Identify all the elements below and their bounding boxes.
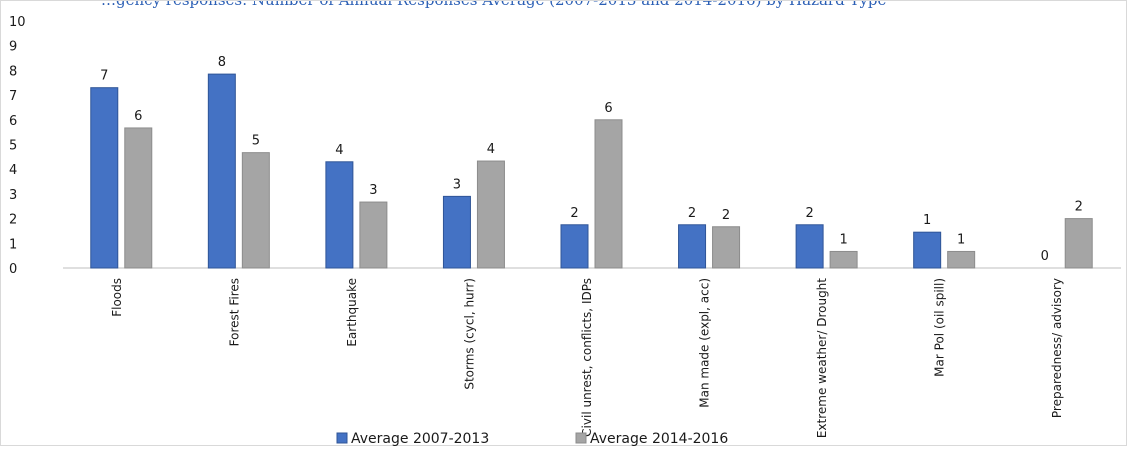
data-label: 0 [1041,249,1049,264]
y-tick-label: 1 [9,237,17,252]
data-label: 5 [252,134,260,149]
bar-2014-2016 [595,120,622,268]
legend-label: Average 2014-2016 [590,431,728,447]
data-label: 2 [570,206,578,221]
y-tick-label: 2 [9,213,17,228]
data-label: 2 [805,206,813,221]
legend: Average 2007-2013 Average 2014-2016 [337,431,728,447]
bar-2007-2013 [443,196,470,268]
data-label: 1 [957,232,965,247]
y-tick-label: 8 [9,64,17,79]
bar-2007-2013 [326,162,353,268]
x-tick-label: Civil unrest, conflicts, IDPs [580,278,594,437]
x-tick-label: Forest Fires [227,278,241,346]
data-label: 4 [487,142,495,157]
data-label: 1 [839,232,847,247]
y-tick-label: 0 [9,262,17,277]
bars: 7 6 8 5 4 3 3 4 2 6 2 2 2 1 1 1 0 2 [91,55,1092,268]
bar-2014-2016 [360,202,387,268]
bar-2007-2013 [796,225,823,268]
data-label: 2 [722,208,730,223]
data-label: 1 [923,213,931,228]
bar-2007-2013 [91,88,118,268]
chart-title: …gency responses: Number of Annual Respo… [101,1,887,9]
y-tick-label: 5 [9,139,17,154]
x-tick-label: Man made (expl, acc) [698,278,712,408]
x-tick-label: Preparedness/ advisory [1050,278,1064,418]
x-axis: Floods Forest Fires Earthquake Storms (cycl… [110,278,1064,438]
data-label: 2 [1075,200,1083,215]
bar-2014-2016 [1065,219,1092,268]
x-tick-label: Storms (cycl, hurr) [462,278,476,390]
bar-2007-2013 [208,74,235,268]
y-tick-label: 9 [9,40,17,55]
legend-swatch [337,433,347,443]
bar-2014-2016 [713,227,740,268]
legend-label: Average 2007-2013 [351,431,489,447]
data-label: 2 [688,206,696,221]
bar-2007-2013 [561,225,588,268]
data-label: 3 [369,183,377,198]
y-tick-label: 4 [9,163,17,178]
bar-2014-2016 [948,251,975,268]
legend-swatch [576,433,586,443]
x-tick-label: Mar Pol (oil spill) [933,278,947,377]
bar-2007-2013 [914,232,941,268]
data-label: 7 [100,69,108,84]
data-label: 4 [335,143,343,158]
data-label: 6 [134,109,142,124]
data-label: 3 [453,177,461,192]
bar-2014-2016 [242,153,269,268]
data-label: 6 [604,101,612,116]
x-tick-label: Extreme weather/ Drought [815,278,829,438]
y-tick-label: 10 [9,15,26,30]
y-tick-label: 6 [9,114,17,129]
bar-2007-2013 [679,225,706,268]
y-tick-label: 7 [9,89,17,104]
bar-2014-2016 [477,161,504,268]
y-tick-label: 3 [9,188,17,203]
bar-2014-2016 [125,128,152,268]
x-tick-label: Earthquake [345,278,359,347]
data-label: 8 [218,55,226,70]
y-axis: 0 1 2 3 4 5 6 7 8 9 10 [9,15,26,277]
bar-2014-2016 [830,251,857,268]
x-tick-label: Floods [110,278,124,317]
